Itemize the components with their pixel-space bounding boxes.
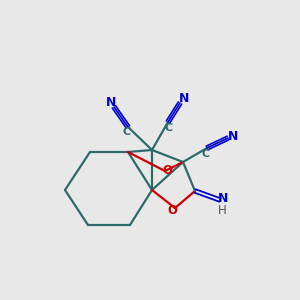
Text: H: H	[218, 205, 226, 218]
Text: C: C	[123, 127, 131, 137]
Text: C: C	[165, 123, 173, 133]
Text: N: N	[218, 191, 228, 205]
Text: N: N	[228, 130, 238, 142]
Text: N: N	[179, 92, 189, 106]
Text: C: C	[202, 149, 210, 159]
Text: O: O	[162, 164, 172, 176]
Text: N: N	[106, 97, 116, 110]
Text: O: O	[167, 205, 177, 218]
